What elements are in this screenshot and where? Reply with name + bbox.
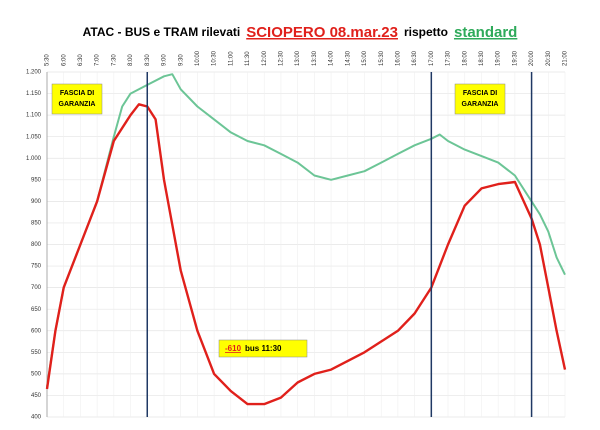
x-tick-label: 19:00 xyxy=(496,50,502,66)
annotation-highlight: -610 xyxy=(225,344,242,353)
x-tick-label: 6:30 xyxy=(78,54,84,66)
x-tick-label: 14:30 xyxy=(345,50,351,66)
x-tick-label: 11:00 xyxy=(228,51,234,66)
y-tick-label: 800 xyxy=(31,242,42,248)
x-tick-label: 13:30 xyxy=(312,50,318,66)
y-tick-label: 400 xyxy=(31,415,42,421)
y-tick-label: 1.100 xyxy=(26,113,42,119)
x-tick-label: 8:00 xyxy=(128,54,134,66)
x-tick-label: 12:30 xyxy=(279,50,285,66)
x-tick-label: 15:30 xyxy=(379,50,385,66)
x-tick-label: 11:30 xyxy=(245,51,251,66)
x-tick-label: 8:30 xyxy=(145,54,151,66)
annotation-text: bus 11:30 xyxy=(245,344,282,353)
box-label: FASCIA DI xyxy=(60,90,94,97)
box-label: GARANZIA xyxy=(462,101,499,108)
x-tick-label: 17:30 xyxy=(446,50,452,66)
y-tick-label: 550 xyxy=(31,350,42,356)
x-tick-label: 9:30 xyxy=(178,54,184,66)
x-tick-label: 20:30 xyxy=(546,50,552,66)
title-part: standard xyxy=(454,24,517,41)
chart-title: ATAC - BUS e TRAM rilevati SCIOPERO 08.ma… xyxy=(83,24,518,41)
annotation: -610 bus 11:30 xyxy=(225,344,282,353)
guarantee-box xyxy=(454,83,506,115)
y-tick-label: 1.000 xyxy=(26,156,42,162)
y-tick-label: 900 xyxy=(31,199,42,205)
x-tick-label: 19:30 xyxy=(512,50,518,66)
title-part: rispetto xyxy=(404,25,448,39)
y-tick-label: 850 xyxy=(31,221,42,227)
x-tick-label: 10:30 xyxy=(212,50,218,66)
series-line xyxy=(45,103,567,406)
x-tick-label: 5:30 xyxy=(45,54,51,66)
series-line xyxy=(46,73,566,387)
title-part: ATAC - BUS e TRAM rilevati xyxy=(83,25,241,39)
y-tick-label: 650 xyxy=(31,307,42,313)
title-part: SCIOPERO 08.mar.23 xyxy=(246,24,398,41)
x-tick-label: 18:30 xyxy=(479,50,485,66)
y-tick-label: 1.150 xyxy=(26,91,42,97)
y-tick-label: 700 xyxy=(31,285,42,291)
x-tick-label: 6:00 xyxy=(61,54,67,66)
x-tick-label: 20:00 xyxy=(529,50,535,66)
y-tick-label: 500 xyxy=(31,371,42,377)
y-tick-label: 1.200 xyxy=(26,70,42,76)
x-tick-label: 9:00 xyxy=(162,54,168,66)
x-tick-label: 17:00 xyxy=(429,50,435,66)
annotation-box xyxy=(218,339,308,358)
x-tick-label: 21:00 xyxy=(563,50,569,66)
x-tick-label: 12:00 xyxy=(262,50,268,66)
y-tick-label: 950 xyxy=(31,177,42,183)
y-tick-label: 450 xyxy=(31,393,42,399)
y-tick-label: 600 xyxy=(31,328,42,334)
guarantee-box xyxy=(51,83,103,115)
x-tick-label: 7:30 xyxy=(111,54,117,66)
y-tick-label: 1.050 xyxy=(26,134,42,140)
box-label: GARANZIA xyxy=(59,101,96,108)
y-tick-label: 750 xyxy=(31,264,42,270)
x-tick-label: 7:00 xyxy=(95,54,101,66)
x-tick-label: 18:00 xyxy=(462,50,468,66)
x-tick-label: 16:30 xyxy=(412,50,418,66)
x-tick-label: 15:00 xyxy=(362,50,368,66)
x-tick-label: 16:00 xyxy=(395,50,401,66)
x-tick-label: 10:00 xyxy=(195,50,201,66)
x-tick-label: 14:00 xyxy=(329,50,335,66)
x-tick-label: 13:00 xyxy=(295,50,301,66)
box-label: FASCIA DI xyxy=(463,90,497,97)
